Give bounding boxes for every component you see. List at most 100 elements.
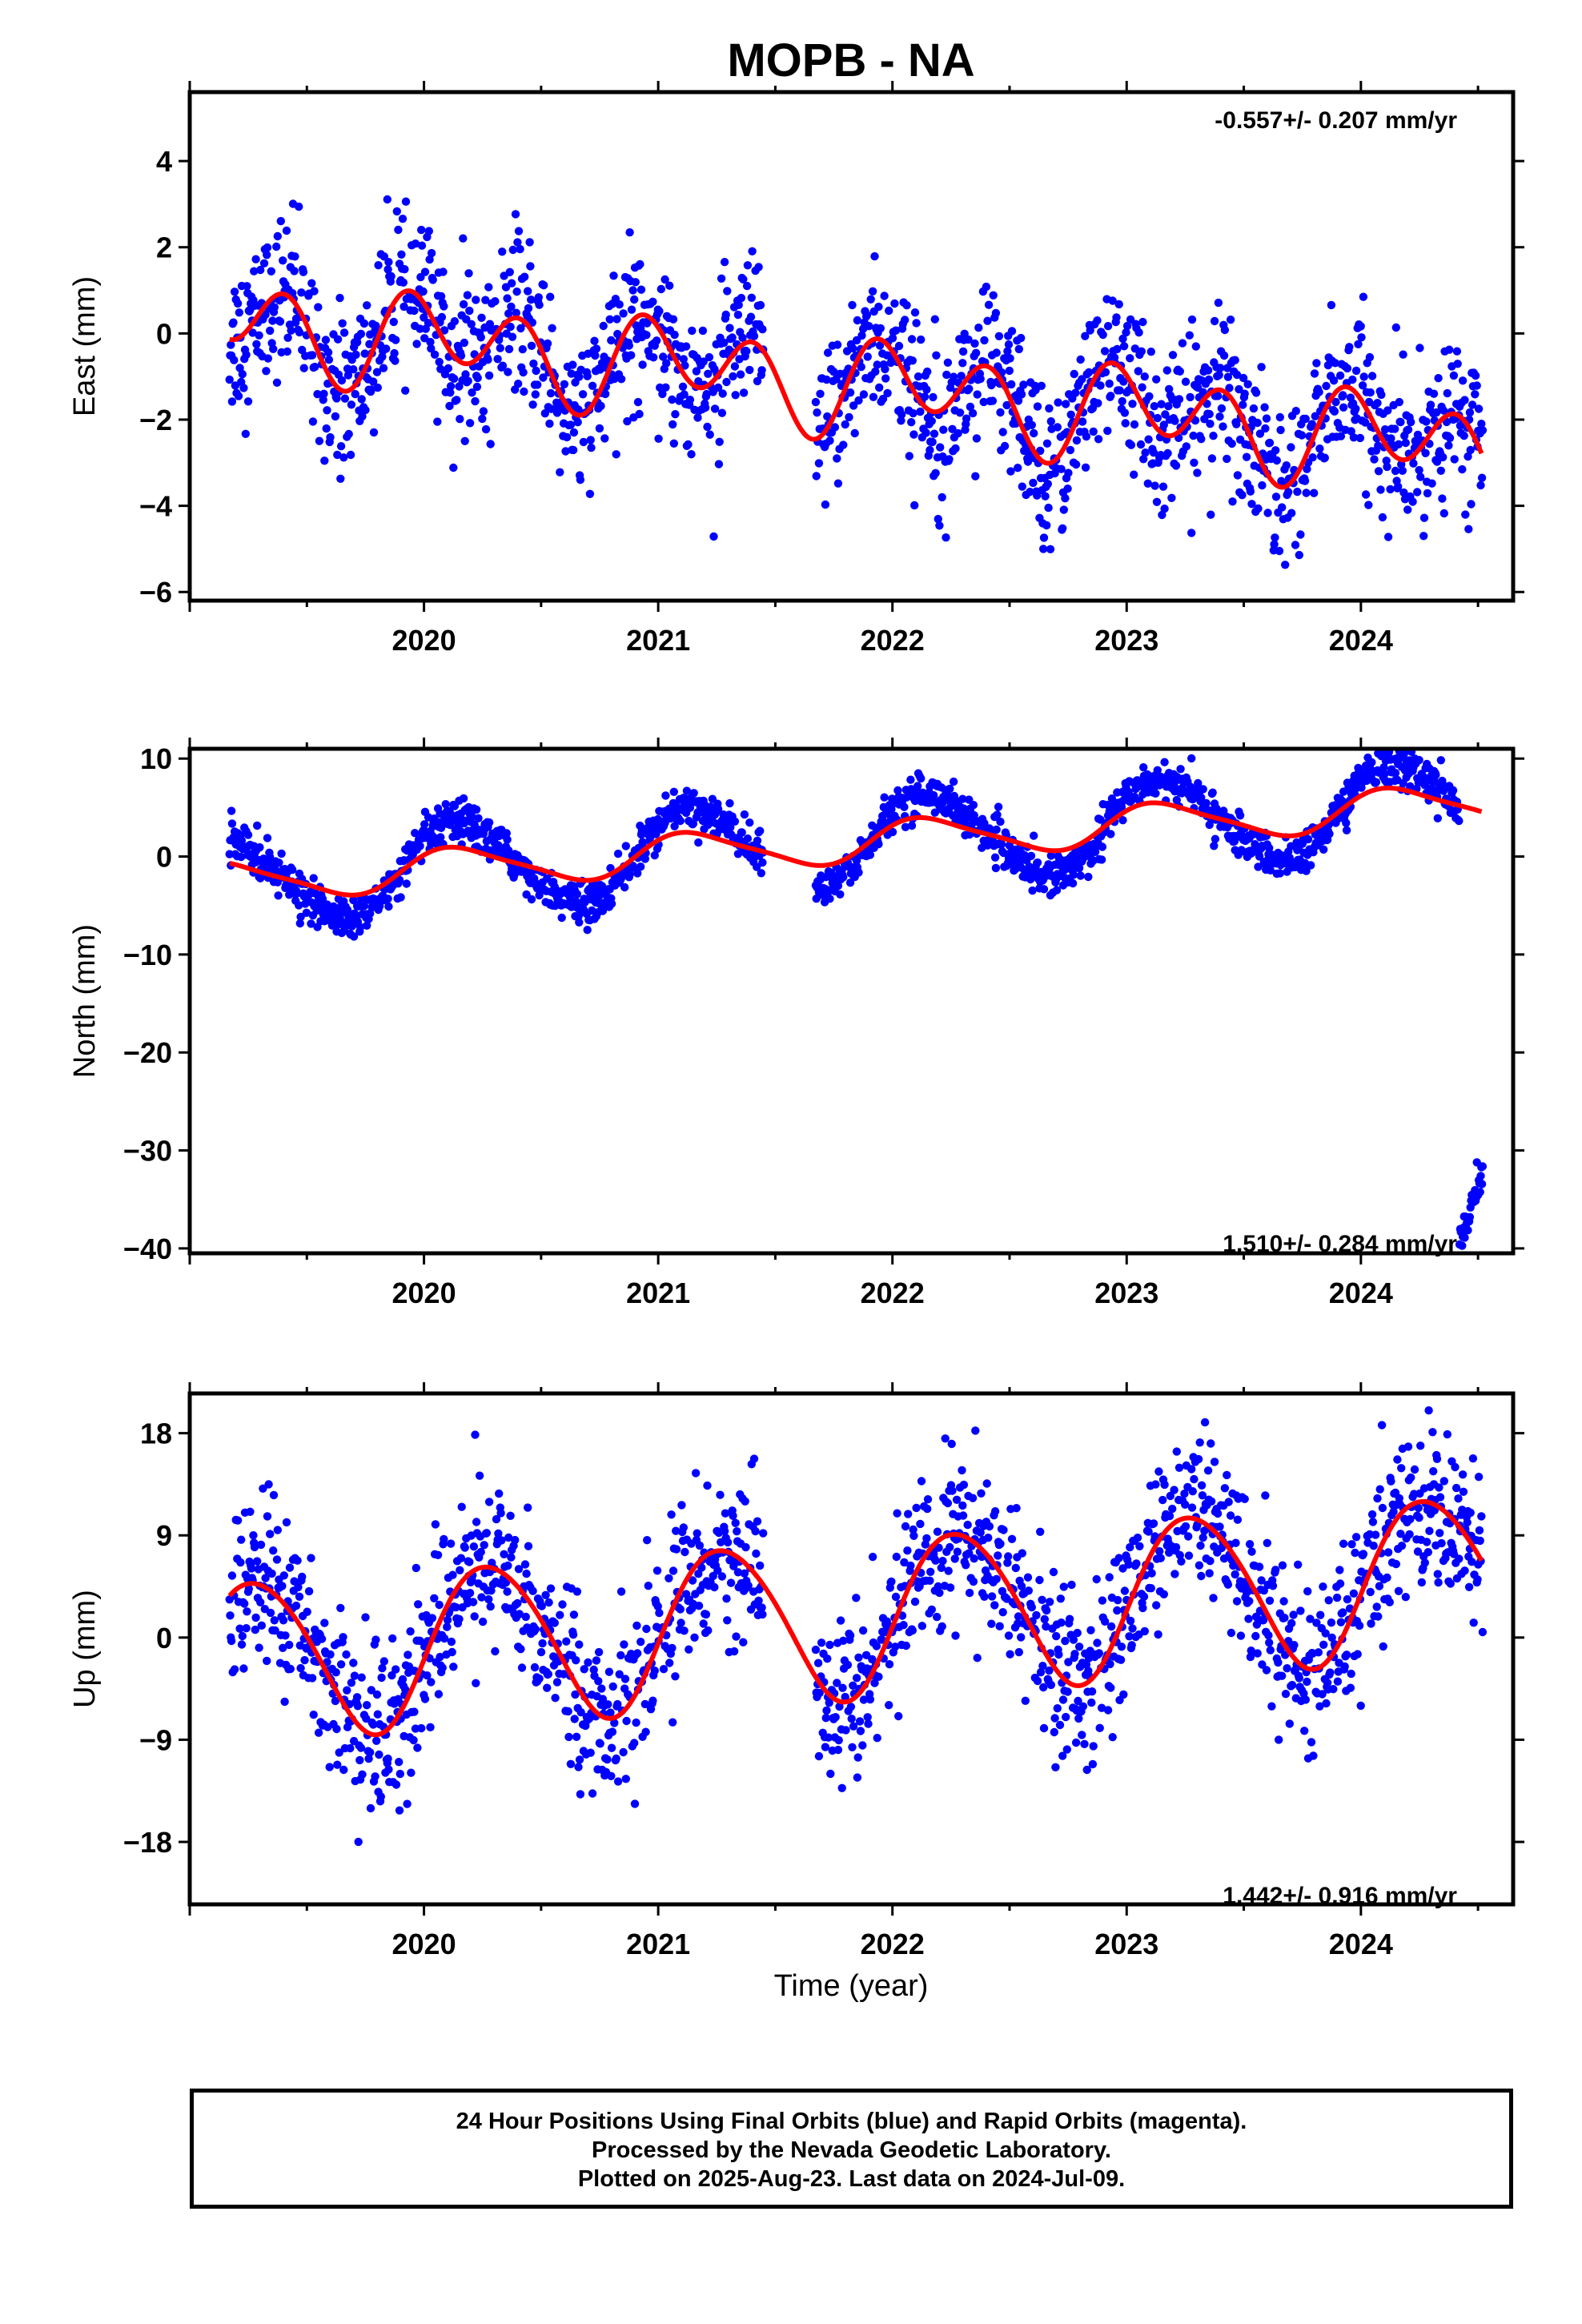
data-point [246,1507,255,1517]
data-point [687,450,696,459]
data-point [743,834,753,843]
data-point [514,1565,524,1574]
data-point [272,378,282,387]
data-point [958,347,968,356]
data-point [873,1734,881,1743]
data-point [285,1563,295,1572]
data-point [356,329,366,339]
data-point [747,293,756,302]
data-point [404,1651,412,1659]
data-point [740,810,749,819]
data-point [456,1566,464,1575]
data-point [392,207,401,216]
data-point [365,340,374,348]
data-point [1066,410,1075,419]
data-point [1369,1542,1378,1550]
data-point [574,1763,583,1771]
data-point [667,1510,676,1519]
data-point [1315,388,1323,396]
data-point [600,389,610,399]
data-point [1113,344,1122,354]
data-point [1066,445,1075,455]
data-point [268,316,277,325]
data-point [875,383,884,392]
data-point [1126,354,1134,363]
data-point [613,1777,623,1786]
data-point [1124,1560,1133,1569]
data-point [890,299,899,308]
data-point [520,1560,530,1569]
data-point [1228,497,1237,506]
data-point [299,267,308,276]
data-point [1045,1666,1054,1675]
data-point [907,821,917,830]
data-point [693,1529,701,1538]
data-point [356,1743,366,1752]
data-point [1049,1567,1058,1577]
data-point [1018,482,1027,491]
data-point [570,1715,579,1723]
data-point [434,1690,444,1699]
data-point [339,1633,347,1642]
data-point [498,247,507,256]
data-point [235,1624,244,1633]
data-point [446,388,455,397]
data-point [568,445,578,455]
data-point [300,1655,309,1665]
data-point [313,390,322,399]
data-point [1040,1614,1050,1624]
data-point [849,344,857,353]
data-point [516,1645,525,1654]
data-point [443,1622,452,1631]
data-point [630,295,639,304]
data-point [1279,1597,1288,1606]
data-point [436,833,445,842]
data-point [596,365,604,374]
data-point [681,342,691,351]
data-point [448,1570,457,1579]
data-point [1063,1687,1072,1696]
data-point [595,424,604,433]
data-point [901,822,910,832]
data-point [317,1634,327,1643]
data-point [1014,1612,1023,1621]
data-point [650,850,659,860]
data-point [1376,485,1385,494]
data-point [1007,1534,1017,1544]
data-point [627,305,636,314]
data-point [1419,532,1428,541]
data-point [843,1660,853,1670]
data-point [1207,1497,1216,1506]
data-point [412,340,421,348]
data-point [1119,342,1129,351]
data-point [921,1377,929,1385]
data-point [253,821,262,830]
data-point [1422,417,1431,426]
data-point [931,1556,940,1565]
data-point [1378,1503,1387,1513]
data-point [937,1563,946,1573]
data-point [336,442,346,451]
data-point [822,375,831,384]
data-point [1181,377,1191,386]
data-point [596,1739,604,1748]
data-point [958,359,967,368]
data-point [1336,432,1346,440]
data-point [1275,546,1284,556]
data-point [1280,1614,1289,1622]
data-point [484,1498,494,1506]
data-point [267,267,275,275]
data-point [323,1658,331,1667]
data-point [1367,758,1376,767]
data-point [296,912,305,922]
data-point [465,419,475,428]
data-point [1391,323,1401,332]
data-point [1135,1542,1144,1551]
data-point [269,1490,279,1500]
data-point [262,367,271,376]
y-axis-label: East (mm) [68,276,102,416]
data-point [633,869,642,878]
data-point [1378,513,1387,522]
data-point [1171,1542,1181,1552]
